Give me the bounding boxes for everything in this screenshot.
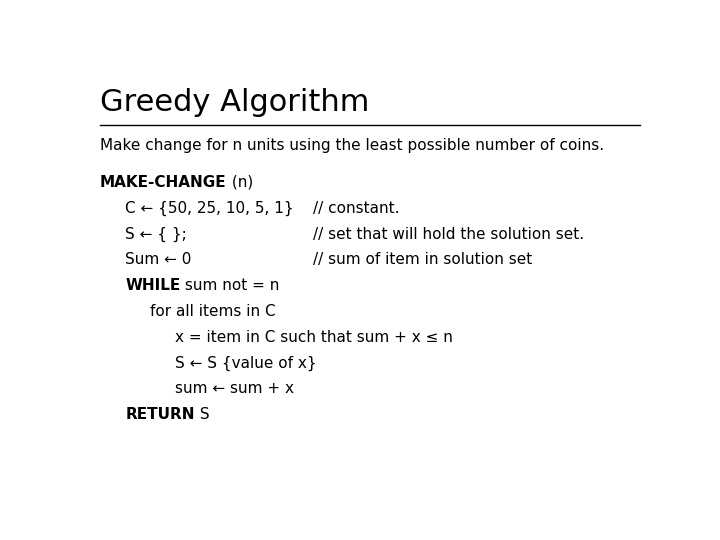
Text: sum not = n: sum not = n xyxy=(181,278,280,293)
Text: S ← { };: S ← { }; xyxy=(125,227,187,242)
Text: WHILE: WHILE xyxy=(125,278,181,293)
Text: for all items in C: for all items in C xyxy=(150,304,276,319)
Text: (n): (n) xyxy=(227,175,253,190)
Text: // constant.: // constant. xyxy=(313,201,400,216)
Text: sum ← sum + x: sum ← sum + x xyxy=(176,381,294,396)
Text: Make change for n units using the least possible number of coins.: Make change for n units using the least … xyxy=(100,138,604,153)
Text: // sum of item in solution set: // sum of item in solution set xyxy=(313,252,533,267)
Text: Greedy Algorithm: Greedy Algorithm xyxy=(100,87,369,117)
Text: S ← S {value of x}: S ← S {value of x} xyxy=(176,355,317,370)
Text: Sum ← 0: Sum ← 0 xyxy=(125,252,192,267)
Text: C ← {50, 25, 10, 5, 1}: C ← {50, 25, 10, 5, 1} xyxy=(125,201,294,216)
Text: S: S xyxy=(194,407,210,422)
Text: MAKE-CHANGE: MAKE-CHANGE xyxy=(100,175,227,190)
Text: RETURN: RETURN xyxy=(125,407,194,422)
Text: // set that will hold the solution set.: // set that will hold the solution set. xyxy=(313,227,585,241)
Text: x = item in C such that sum + x ≤ n: x = item in C such that sum + x ≤ n xyxy=(176,329,454,345)
